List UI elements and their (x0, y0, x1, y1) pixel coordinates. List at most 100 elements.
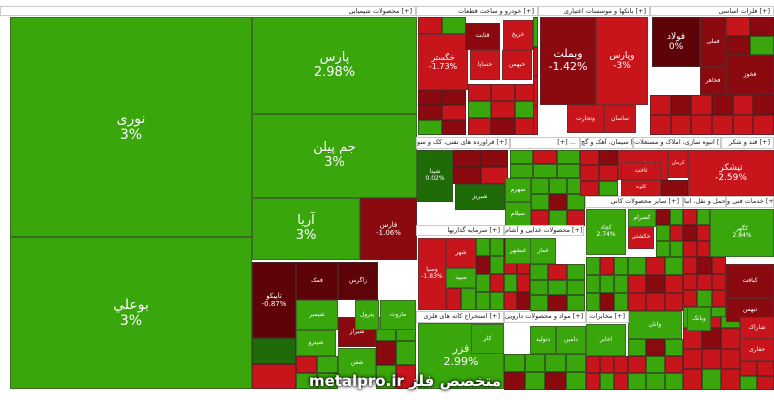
mini-tile[interactable] (317, 372, 338, 389)
stock-tile[interactable]: فخوز (726, 55, 774, 95)
mini-tile[interactable] (490, 274, 504, 292)
mini-tile[interactable] (566, 264, 585, 280)
mini-tile[interactable] (533, 105, 538, 135)
stock-tile[interactable]: خساپا (470, 50, 500, 80)
sector-header[interactable]: سیمان، آهک و گچ [+] (580, 137, 633, 149)
mini-tile[interactable] (476, 238, 490, 256)
mini-tile[interactable] (683, 241, 697, 257)
mini-tile[interactable] (670, 115, 692, 135)
stock-tile[interactable]: ساسان (604, 105, 636, 133)
mini-tile[interactable] (753, 115, 774, 135)
stock-tile[interactable]: آریا 3% (252, 198, 360, 260)
sector-header[interactable]: قند و شکر [+] (721, 137, 774, 149)
mini-tile[interactable] (504, 354, 525, 372)
mini-tile[interactable] (669, 225, 683, 241)
mini-tile[interactable] (646, 356, 665, 373)
mini-tile[interactable] (504, 292, 517, 310)
mini-tile[interactable] (750, 17, 774, 36)
stock-tile[interactable]: كلوند (621, 180, 661, 196)
stock-tile[interactable]: نوری 3% (10, 17, 252, 237)
sector-header[interactable]: فلزات اساسی [+] (650, 6, 774, 16)
mini-tile[interactable] (490, 292, 504, 310)
mini-tile[interactable] (683, 348, 702, 370)
mini-tile[interactable] (524, 354, 545, 372)
stock-tile[interactable]: دتولید (530, 326, 556, 354)
mini-tile[interactable] (600, 275, 614, 293)
mini-tile[interactable] (656, 209, 670, 225)
mini-tile[interactable] (533, 150, 557, 164)
mini-tile[interactable] (491, 101, 515, 118)
stock-tile[interactable]: خریخ (503, 20, 533, 50)
stock-tile[interactable]: فمک (296, 262, 338, 300)
mini-tile[interactable] (524, 372, 545, 390)
mini-tile[interactable] (468, 84, 492, 101)
stock-tile[interactable]: پترول (355, 300, 379, 330)
mini-tile[interactable] (545, 372, 566, 390)
mini-tile[interactable] (531, 194, 549, 210)
sector-header[interactable]: مواد و محصولات دارویی [+] (504, 311, 586, 323)
stock-tile[interactable]: شهر (446, 238, 476, 268)
mini-tile[interactable] (530, 279, 549, 296)
mini-tile[interactable] (296, 356, 317, 373)
mini-tile[interactable] (683, 290, 698, 307)
stock-tile[interactable]: بوعلي 3% (10, 237, 252, 389)
stock-tile[interactable]: وبانک (687, 307, 711, 331)
mini-tile[interactable] (732, 115, 754, 135)
mini-tile[interactable] (600, 293, 614, 311)
mini-tile[interactable] (533, 76, 538, 106)
sector-header[interactable]: انبوه سازی، املاک و مستغلات [+] (633, 137, 721, 149)
mini-tile[interactable] (504, 372, 525, 390)
mini-tile[interactable] (418, 120, 442, 135)
sector-header[interactable]: خودرو و ساخت قطعات [+] (416, 6, 538, 16)
mini-tile[interactable] (664, 257, 683, 275)
stock-tile[interactable]: غمار (530, 238, 556, 264)
stock-tile[interactable]: خبهمن (502, 50, 532, 80)
stock-tile[interactable]: پارس 2.98% (252, 17, 417, 114)
sector-header[interactable]: [+] ... (510, 137, 580, 149)
mini-tile[interactable] (721, 327, 740, 349)
mini-tile[interactable] (664, 339, 683, 356)
mini-tile[interactable] (697, 290, 712, 307)
sector-header[interactable]: محصولات شیمیایی [+] (0, 6, 416, 16)
stock-tile[interactable]: شفن (338, 348, 376, 378)
mini-tile[interactable] (628, 293, 647, 311)
mini-tile[interactable] (442, 17, 466, 34)
mini-tile[interactable] (480, 167, 508, 184)
stock-tile[interactable]: وتجارت (567, 105, 604, 133)
stock-tile[interactable]: جم پیلن 3% (252, 114, 417, 198)
mini-tile[interactable] (530, 264, 549, 280)
mini-tile[interactable] (566, 279, 585, 296)
mini-tile[interactable] (683, 257, 698, 274)
mini-tile[interactable] (614, 275, 628, 293)
mini-tile[interactable] (567, 210, 585, 226)
stock-tile[interactable]: تیشکر -2.59% (688, 150, 774, 196)
mini-tile[interactable] (548, 279, 567, 296)
mini-tile[interactable] (549, 210, 567, 226)
stock-tile[interactable]: تاپيكو -0.87% (252, 262, 296, 338)
mini-tile[interactable] (614, 356, 628, 373)
stock-tile[interactable]: وسپا -1.83% (418, 238, 446, 310)
mini-tile[interactable] (549, 178, 567, 194)
sector-header[interactable]: بانکها و موسسات اعتباری [+] (538, 6, 650, 16)
mini-tile[interactable] (446, 288, 461, 310)
mini-tile[interactable] (533, 17, 538, 47)
sector-header[interactable]: حمل و نقل، انبا [+] (683, 196, 726, 208)
mini-tile[interactable] (548, 295, 567, 311)
mini-tile[interactable] (753, 95, 774, 115)
stock-tile[interactable]: سیلام (505, 202, 531, 226)
mini-tile[interactable] (491, 84, 515, 101)
mini-tile[interactable] (664, 373, 683, 390)
mini-tile[interactable] (646, 293, 665, 311)
mini-tile[interactable] (702, 327, 721, 349)
mini-tile[interactable] (533, 46, 538, 76)
mini-tile[interactable] (646, 275, 665, 293)
mini-tile[interactable] (614, 373, 628, 390)
sector-header[interactable]: استخراج کانه های فلزی [+] (416, 311, 504, 323)
mini-tile[interactable] (711, 290, 726, 307)
stock-tile[interactable]: قثابت (465, 23, 500, 50)
stock-tile[interactable]: حکشتی (628, 225, 654, 249)
mini-tile[interactable] (711, 273, 726, 291)
mini-tile[interactable] (599, 150, 618, 166)
mini-tile[interactable] (721, 369, 740, 390)
mini-tile[interactable] (517, 292, 530, 310)
